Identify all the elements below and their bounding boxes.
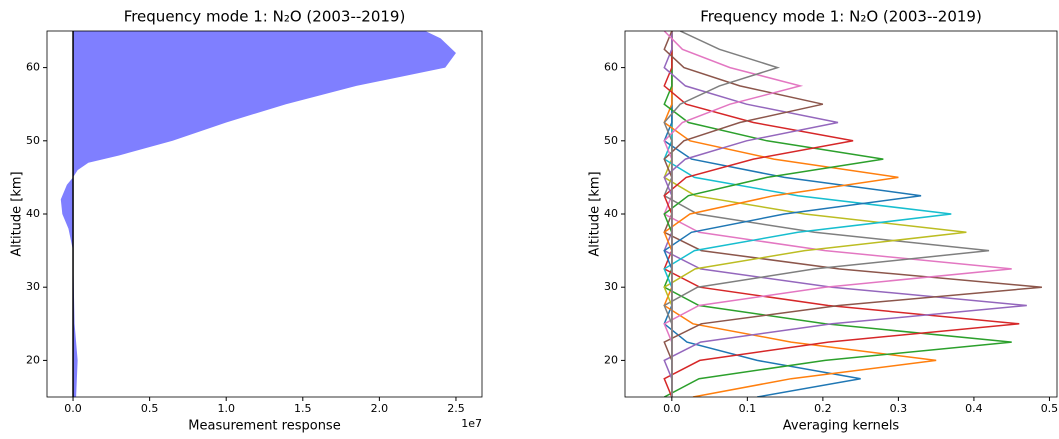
x-tick-label: 0.0 xyxy=(663,402,681,415)
y-tick-label: 50 xyxy=(604,134,618,147)
plot-area xyxy=(663,31,1042,397)
y-axis-label: Altitude [km] xyxy=(588,171,603,256)
x-tick-label: 2.5 xyxy=(447,402,465,415)
x-tick-label: 0.1 xyxy=(739,402,757,415)
x-tick-label: 0.4 xyxy=(965,402,983,415)
x-tick-label: 1.0 xyxy=(217,402,235,415)
x-axis-label: Averaging kernels xyxy=(783,419,900,434)
y-tick-label: 50 xyxy=(26,134,40,147)
x-tick-label: 0.0 xyxy=(64,402,82,415)
x-tick-label: 0.5 xyxy=(141,402,159,415)
kernel-line xyxy=(663,31,1020,397)
y-tick-label: 60 xyxy=(604,61,618,74)
x-tick-label: 1.5 xyxy=(294,402,312,415)
x-tick-label: 2.0 xyxy=(371,402,389,415)
y-tick-label: 20 xyxy=(604,353,618,366)
y-tick-label: 40 xyxy=(604,207,618,220)
y-tick-label: 40 xyxy=(26,207,40,220)
x-tick-label: 0.5 xyxy=(1041,402,1059,415)
kernel-line xyxy=(663,31,967,397)
kernel-line xyxy=(663,31,1012,397)
x-offset-label: 1e7 xyxy=(461,417,482,430)
x-tick-label: 0.2 xyxy=(814,402,832,415)
x-tick-label: 0.3 xyxy=(890,402,908,415)
chart-title: Frequency mode 1: N₂O (2003--2019) xyxy=(124,8,406,26)
kernel-line xyxy=(663,31,1012,397)
y-tick-label: 30 xyxy=(604,280,618,293)
x-axis-label: Measurement response xyxy=(188,419,340,434)
y-tick-label: 20 xyxy=(26,353,40,366)
y-tick-label: 60 xyxy=(26,61,40,74)
y-axis-label: Altitude [km] xyxy=(10,171,25,256)
chart-title: Frequency mode 1: N₂O (2003--2019) xyxy=(700,8,982,26)
y-tick-label: 30 xyxy=(26,280,40,293)
response-area xyxy=(60,31,456,397)
plot-area xyxy=(60,31,456,397)
kernel-line xyxy=(663,31,781,397)
